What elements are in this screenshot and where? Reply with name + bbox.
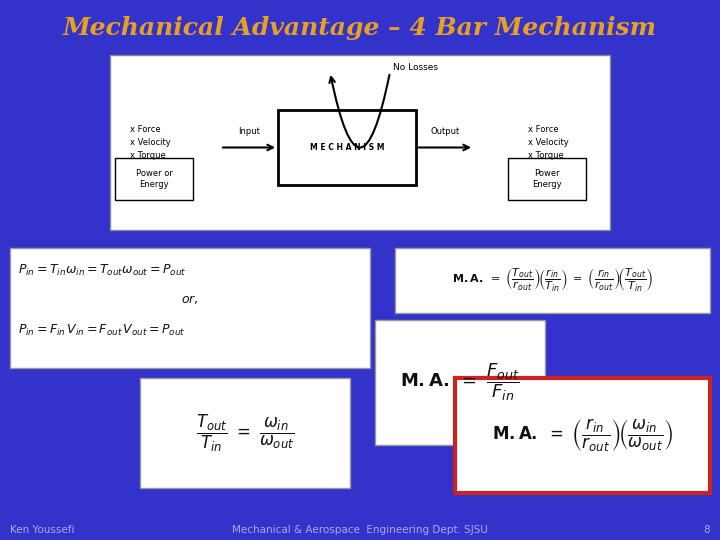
FancyBboxPatch shape [10, 248, 370, 368]
Text: x Force
x Velocity
x Torque: x Force x Velocity x Torque [528, 125, 569, 160]
FancyBboxPatch shape [110, 55, 610, 230]
FancyBboxPatch shape [508, 158, 586, 200]
Text: Mechanical Advantage – 4 Bar Mechanism: Mechanical Advantage – 4 Bar Mechanism [63, 16, 657, 40]
Text: $P_{in} = T_{in}\omega_{in} = T_{out}\omega_{out} = P_{out}$: $P_{in} = T_{in}\omega_{in} = T_{out}\om… [18, 262, 186, 278]
Text: Power or
Energy: Power or Energy [135, 169, 172, 189]
Text: $\mathbf{M.A.}\ =\ \left(\dfrac{r_{in}}{r_{out}}\right)\!\left(\dfrac{\omega_{in: $\mathbf{M.A.}\ =\ \left(\dfrac{r_{in}}{… [492, 417, 673, 454]
FancyBboxPatch shape [278, 110, 416, 185]
Text: 8: 8 [703, 525, 710, 535]
Text: M E C H A N I S M: M E C H A N I S M [310, 143, 384, 152]
FancyBboxPatch shape [115, 158, 193, 200]
Text: Ken Youssefi: Ken Youssefi [10, 525, 74, 535]
Text: Power
Energy: Power Energy [532, 169, 562, 189]
Text: x Force
x Velocity
x Torque: x Force x Velocity x Torque [130, 125, 171, 160]
FancyBboxPatch shape [395, 248, 710, 313]
Text: Input: Input [238, 126, 260, 136]
Text: No Losses: No Losses [393, 64, 438, 72]
Text: Output: Output [431, 126, 459, 136]
Text: $P_{in} = F_{in}\,V_{in} = F_{out}\,V_{out} = P_{out}$: $P_{in} = F_{in}\,V_{in} = F_{out}\,V_{o… [18, 322, 186, 338]
Text: $or,$: $or,$ [181, 294, 199, 307]
FancyBboxPatch shape [455, 378, 710, 493]
FancyBboxPatch shape [375, 320, 545, 445]
Text: $\mathbf{M.A.}\ =\ \dfrac{F_{out}}{F_{in}}$: $\mathbf{M.A.}\ =\ \dfrac{F_{out}}{F_{in… [400, 362, 520, 403]
Text: $\mathbf{M.A.}\ =\ \left(\dfrac{T_{out}}{r_{out}}\right)\!\left(\dfrac{r_{in}}{T: $\mathbf{M.A.}\ =\ \left(\dfrac{T_{out}}… [451, 267, 653, 294]
Text: Mechanical & Aerospace  Engineering Dept. SJSU: Mechanical & Aerospace Engineering Dept.… [232, 525, 488, 535]
FancyBboxPatch shape [140, 378, 350, 488]
Text: $\dfrac{T_{out}}{T_{in}}\ =\ \dfrac{\omega_{in}}{\omega_{out}}$: $\dfrac{T_{out}}{T_{in}}\ =\ \dfrac{\ome… [196, 413, 294, 454]
